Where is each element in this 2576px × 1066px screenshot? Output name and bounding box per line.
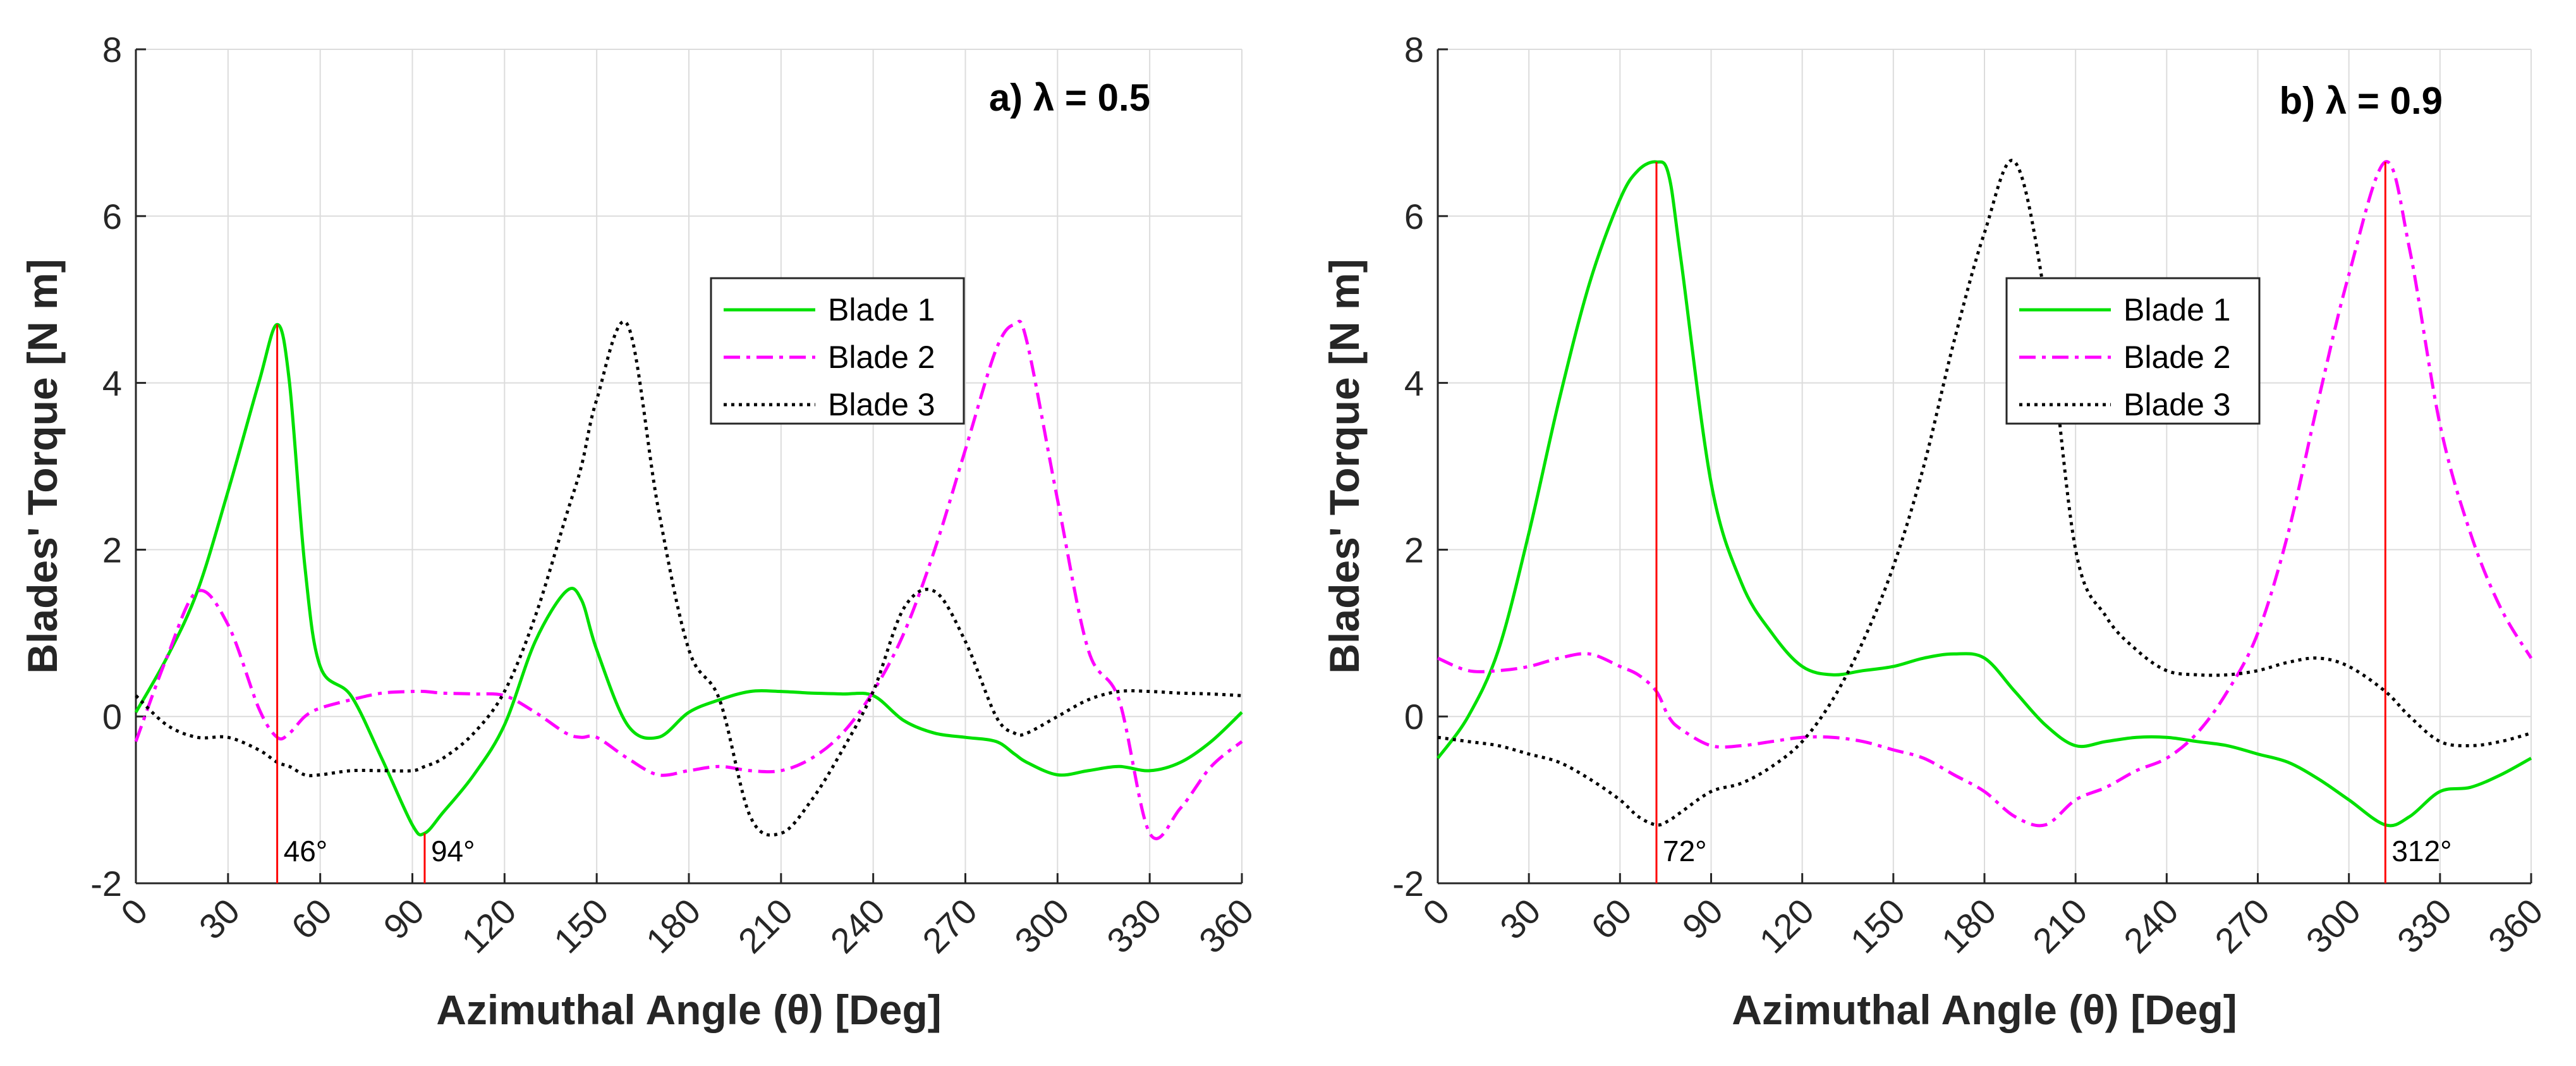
legend: Blade 1 Blade 2 Blade 3 bbox=[710, 277, 965, 425]
x-tick-label: 90 bbox=[375, 891, 432, 947]
series-line-2 bbox=[1437, 160, 2533, 828]
series-line-3 bbox=[1437, 159, 2532, 827]
legend-box bbox=[2005, 277, 2261, 425]
x-tick-label: 60 bbox=[284, 891, 340, 947]
x-tick-label: 210 bbox=[2025, 891, 2095, 961]
series-group bbox=[134, 319, 1243, 840]
legend-label: Blade 1 bbox=[828, 292, 935, 328]
x-tick-label: 330 bbox=[1099, 891, 1169, 961]
x-tick-label: 90 bbox=[1674, 891, 1730, 947]
y-axis-title: Blades' Torque [N m] bbox=[19, 259, 66, 673]
x-tick-label: 270 bbox=[2207, 891, 2277, 961]
x-tick-label: 240 bbox=[823, 891, 893, 961]
y-tick-label: 8 bbox=[102, 30, 122, 70]
x-axis-title: Azimuthal Angle (θ) [Deg] bbox=[1732, 986, 2237, 1033]
x-tick-label: 330 bbox=[2390, 891, 2460, 961]
y-tick-label: 4 bbox=[102, 364, 122, 403]
y-tick-label: 2 bbox=[102, 530, 122, 570]
y-tick-label: -2 bbox=[90, 864, 122, 904]
y-tick-label: 6 bbox=[1404, 197, 1424, 236]
x-tick-label: 270 bbox=[914, 891, 985, 961]
legend-label: Blade 1 bbox=[2123, 292, 2231, 328]
x-tick-label: 180 bbox=[638, 891, 708, 961]
y-tick-label: -2 bbox=[1392, 864, 1424, 904]
x-tick-label: 120 bbox=[1752, 891, 1822, 961]
x-tick-label: 60 bbox=[1583, 891, 1639, 947]
series-line-3 bbox=[135, 320, 1242, 837]
legend: Blade 1 Blade 2 Blade 3 bbox=[2005, 277, 2261, 425]
y-tick-label: 0 bbox=[1404, 697, 1424, 737]
x-tick-label: 360 bbox=[2481, 891, 2551, 961]
legend-label: Blade 3 bbox=[2123, 387, 2231, 422]
x-tick-label: 210 bbox=[731, 891, 801, 961]
annotation-label: 72° bbox=[1663, 835, 1707, 867]
x-tick-label: 30 bbox=[191, 891, 248, 947]
legend-box bbox=[710, 277, 965, 425]
x-tick-label: 300 bbox=[2299, 891, 2369, 961]
series-line-1 bbox=[134, 322, 1243, 836]
annotation-label: 94° bbox=[431, 835, 475, 867]
y-tick-label: 6 bbox=[102, 197, 122, 236]
series-line-1 bbox=[1436, 160, 2532, 828]
panel-title: b) λ = 0.9 bbox=[2280, 80, 2443, 122]
annotation-label: 312° bbox=[2391, 835, 2451, 867]
x-tick-label: 300 bbox=[1007, 891, 1077, 961]
y-tick-label: 8 bbox=[1404, 30, 1424, 70]
series-line-2 bbox=[134, 319, 1243, 840]
legend-label: Blade 3 bbox=[828, 387, 935, 422]
x-tick-label: 150 bbox=[546, 891, 616, 961]
panel-title: a) λ = 0.5 bbox=[989, 77, 1150, 119]
legend-label: Blade 2 bbox=[828, 340, 935, 375]
annotation-label: 46° bbox=[284, 835, 328, 867]
x-tick-label: 240 bbox=[2116, 891, 2186, 961]
y-tick-label: 2 bbox=[1404, 530, 1424, 570]
legend-label: Blade 2 bbox=[2123, 340, 2231, 375]
x-tick-label: 360 bbox=[1191, 891, 1261, 961]
x-tick-label: 30 bbox=[1492, 891, 1548, 947]
x-tick-label: 120 bbox=[454, 891, 524, 961]
y-tick-label: 4 bbox=[1404, 364, 1424, 403]
x-axis-title: Azimuthal Angle (θ) [Deg] bbox=[436, 986, 942, 1033]
series-group bbox=[1436, 159, 2533, 828]
y-axis-title: Blades' Torque [N m] bbox=[1321, 259, 1368, 673]
x-tick-label: 150 bbox=[1843, 891, 1913, 961]
y-tick-label: 0 bbox=[102, 697, 122, 737]
x-tick-label: 180 bbox=[1934, 891, 2004, 961]
